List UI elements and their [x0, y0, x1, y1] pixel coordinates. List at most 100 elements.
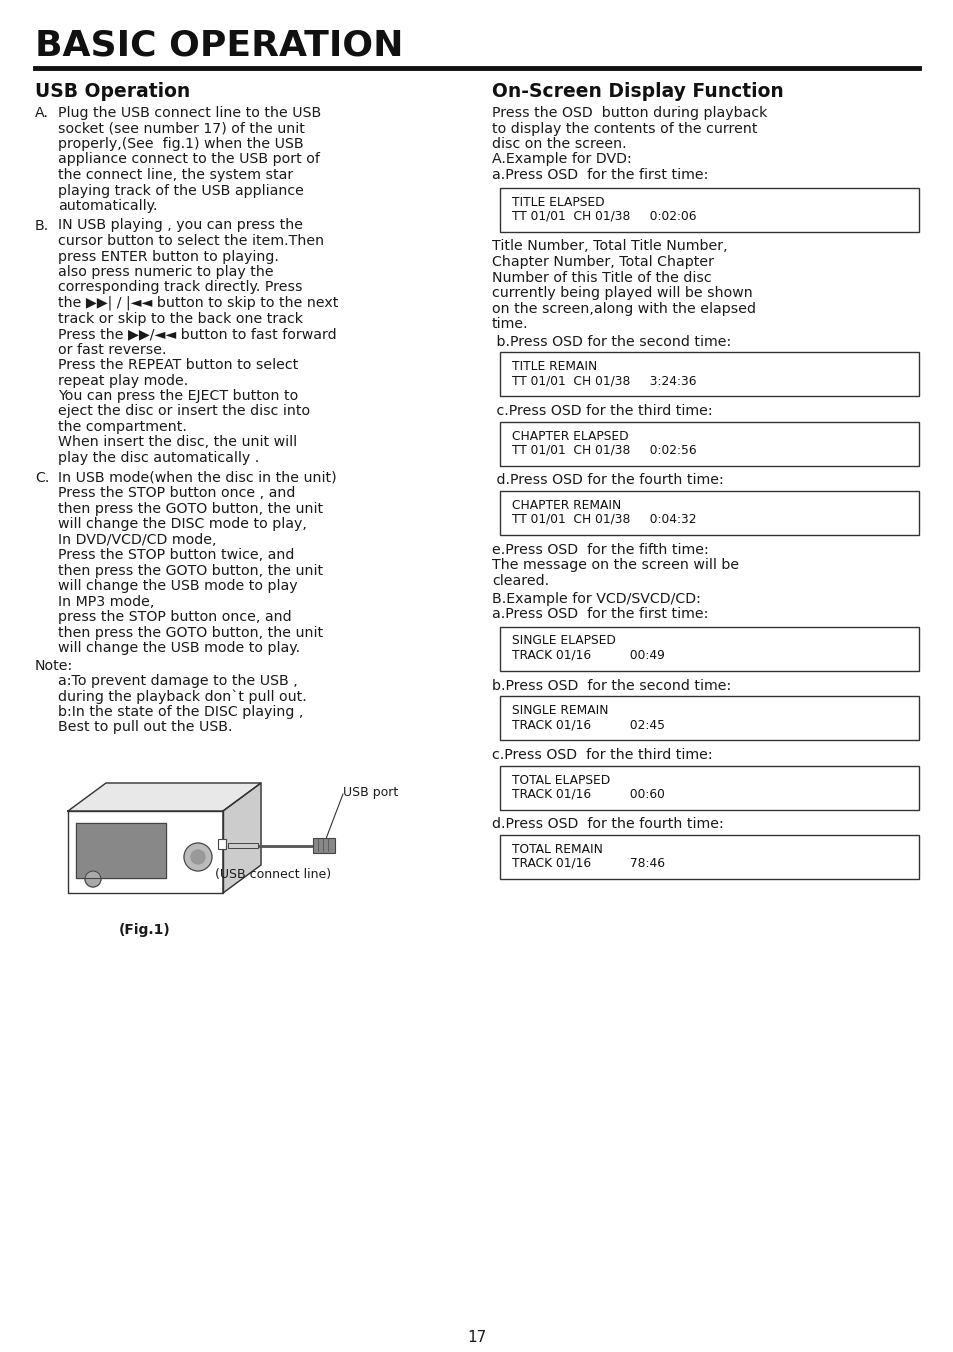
Text: 17: 17: [467, 1330, 486, 1345]
Text: then press the GOTO button, the unit: then press the GOTO button, the unit: [58, 564, 323, 577]
Text: then press the GOTO button, the unit: then press the GOTO button, the unit: [58, 502, 323, 515]
Text: When insert the disc, the unit will: When insert the disc, the unit will: [58, 435, 296, 449]
Text: c.Press OSD for the third time:: c.Press OSD for the third time:: [492, 404, 712, 418]
Text: Note:: Note:: [35, 658, 73, 672]
Text: currently being played will be shown: currently being played will be shown: [492, 287, 752, 300]
Text: The message on the screen will be: The message on the screen will be: [492, 558, 739, 572]
Text: e.Press OSD  for the fifth time:: e.Press OSD for the fifth time:: [492, 544, 708, 557]
Text: TOTAL REMAIN: TOTAL REMAIN: [512, 844, 602, 856]
Text: will change the USB mode to play: will change the USB mode to play: [58, 579, 297, 594]
Text: appliance connect to the USB port of: appliance connect to the USB port of: [58, 153, 319, 166]
FancyBboxPatch shape: [499, 626, 918, 671]
Text: (Fig.1): (Fig.1): [119, 923, 171, 937]
Text: USB port: USB port: [343, 786, 397, 799]
Text: a:To prevent damage to the USB ,: a:To prevent damage to the USB ,: [58, 675, 297, 688]
Text: repeat play mode.: repeat play mode.: [58, 373, 188, 388]
Text: the compartment.: the compartment.: [58, 420, 187, 434]
Text: TRACK 01/16          00:49: TRACK 01/16 00:49: [512, 649, 664, 661]
Text: TRACK 01/16          00:60: TRACK 01/16 00:60: [512, 787, 664, 800]
Text: TITLE REMAIN: TITLE REMAIN: [512, 360, 597, 373]
Text: You can press the EJECT button to: You can press the EJECT button to: [58, 389, 298, 403]
Text: a.Press OSD  for the first time:: a.Press OSD for the first time:: [492, 607, 708, 621]
Text: CHAPTER ELAPSED: CHAPTER ELAPSED: [512, 430, 628, 442]
Text: Best to pull out the USB.: Best to pull out the USB.: [58, 721, 233, 734]
Circle shape: [184, 844, 212, 871]
Text: TRACK 01/16          02:45: TRACK 01/16 02:45: [512, 718, 664, 731]
Text: In DVD/VCD/CD mode,: In DVD/VCD/CD mode,: [58, 533, 216, 546]
Polygon shape: [68, 783, 261, 811]
Text: Press the ▶▶/◄◄ button to fast forward: Press the ▶▶/◄◄ button to fast forward: [58, 327, 336, 341]
Text: will change the DISC mode to play,: will change the DISC mode to play,: [58, 516, 307, 531]
Text: track or skip to the back one track: track or skip to the back one track: [58, 311, 303, 326]
Text: In USB mode(when the disc in the unit): In USB mode(when the disc in the unit): [58, 470, 336, 484]
Text: TOTAL ELAPSED: TOTAL ELAPSED: [512, 773, 610, 787]
Text: the ▶▶| / |◄◄ button to skip to the next: the ▶▶| / |◄◄ button to skip to the next: [58, 296, 338, 311]
Text: CHAPTER REMAIN: CHAPTER REMAIN: [512, 499, 620, 512]
Text: C.: C.: [35, 470, 50, 484]
Text: TT 01/01  CH 01/38     0:02:56: TT 01/01 CH 01/38 0:02:56: [512, 443, 696, 457]
Text: TRACK 01/16          78:46: TRACK 01/16 78:46: [512, 857, 664, 869]
Text: the connect line, the system star: the connect line, the system star: [58, 168, 293, 183]
Text: cleared.: cleared.: [492, 575, 549, 588]
Text: play the disc automatically .: play the disc automatically .: [58, 452, 259, 465]
Text: corresponding track directly. Press: corresponding track directly. Press: [58, 280, 302, 295]
Text: press ENTER button to playing.: press ENTER button to playing.: [58, 250, 278, 264]
Circle shape: [85, 871, 101, 887]
FancyBboxPatch shape: [499, 352, 918, 396]
Text: properly,(See  fig.1) when the USB: properly,(See fig.1) when the USB: [58, 137, 303, 151]
Text: B.Example for VCD/SVCD/CD:: B.Example for VCD/SVCD/CD:: [492, 592, 700, 606]
Text: Plug the USB connect line to the USB: Plug the USB connect line to the USB: [58, 105, 321, 120]
Text: b.Press OSD for the second time:: b.Press OSD for the second time:: [492, 334, 731, 349]
Text: B.: B.: [35, 219, 50, 233]
FancyBboxPatch shape: [499, 188, 918, 231]
Text: on the screen,along with the elapsed: on the screen,along with the elapsed: [492, 301, 755, 315]
Text: TT 01/01  CH 01/38     0:02:06: TT 01/01 CH 01/38 0:02:06: [512, 210, 696, 223]
Text: TITLE ELAPSED: TITLE ELAPSED: [512, 196, 604, 208]
Polygon shape: [68, 811, 223, 894]
Text: Press the OSD  button during playback: Press the OSD button during playback: [492, 105, 766, 120]
Text: disc on the screen.: disc on the screen.: [492, 137, 626, 151]
Text: time.: time.: [492, 316, 528, 331]
FancyBboxPatch shape: [499, 491, 918, 535]
Text: also press numeric to play the: also press numeric to play the: [58, 265, 274, 279]
Text: USB Operation: USB Operation: [35, 82, 190, 101]
Text: then press the GOTO button, the unit: then press the GOTO button, the unit: [58, 626, 323, 639]
Text: automatically.: automatically.: [58, 199, 157, 214]
FancyBboxPatch shape: [499, 696, 918, 740]
Text: c.Press OSD  for the third time:: c.Press OSD for the third time:: [492, 748, 712, 763]
Bar: [313, 838, 335, 853]
Text: a.Press OSD  for the first time:: a.Press OSD for the first time:: [492, 168, 708, 183]
Bar: [228, 844, 257, 848]
Text: Press the STOP button twice, and: Press the STOP button twice, and: [58, 548, 294, 562]
Circle shape: [191, 850, 205, 864]
Text: A.Example for DVD:: A.Example for DVD:: [492, 153, 631, 166]
Text: socket (see number 17) of the unit: socket (see number 17) of the unit: [58, 122, 305, 135]
Text: SINGLE REMAIN: SINGLE REMAIN: [512, 704, 608, 717]
FancyBboxPatch shape: [499, 836, 918, 879]
Text: Press the REPEAT button to select: Press the REPEAT button to select: [58, 358, 298, 372]
FancyBboxPatch shape: [499, 765, 918, 810]
Text: will change the USB mode to play.: will change the USB mode to play.: [58, 641, 300, 654]
Text: SINGLE ELAPSED: SINGLE ELAPSED: [512, 634, 616, 648]
Text: Press the STOP button once , and: Press the STOP button once , and: [58, 485, 295, 500]
Text: A.: A.: [35, 105, 49, 120]
Text: cursor button to select the item.Then: cursor button to select the item.Then: [58, 234, 324, 247]
Text: playing track of the USB appliance: playing track of the USB appliance: [58, 184, 304, 197]
Text: d.Press OSD  for the fourth time:: d.Press OSD for the fourth time:: [492, 818, 723, 831]
Text: b:In the state of the DISC playing ,: b:In the state of the DISC playing ,: [58, 704, 303, 719]
Text: TT 01/01  CH 01/38     0:04:32: TT 01/01 CH 01/38 0:04:32: [512, 512, 696, 526]
Text: Title Number, Total Title Number,: Title Number, Total Title Number,: [492, 239, 727, 254]
Text: TT 01/01  CH 01/38     3:24:36: TT 01/01 CH 01/38 3:24:36: [512, 375, 696, 387]
Text: On-Screen Display Function: On-Screen Display Function: [492, 82, 783, 101]
Text: to display the contents of the current: to display the contents of the current: [492, 122, 757, 135]
Text: (USB connect line): (USB connect line): [214, 868, 331, 882]
Text: eject the disc or insert the disc into: eject the disc or insert the disc into: [58, 404, 310, 419]
FancyBboxPatch shape: [499, 422, 918, 465]
Text: d.Press OSD for the fourth time:: d.Press OSD for the fourth time:: [492, 473, 723, 488]
Text: b.Press OSD  for the second time:: b.Press OSD for the second time:: [492, 679, 731, 692]
Bar: [218, 840, 226, 849]
Text: Chapter Number, Total Chapter: Chapter Number, Total Chapter: [492, 256, 713, 269]
Text: Number of this Title of the disc: Number of this Title of the disc: [492, 270, 711, 284]
Text: or fast reverse.: or fast reverse.: [58, 342, 167, 357]
Text: IN USB playing , you can press the: IN USB playing , you can press the: [58, 219, 303, 233]
